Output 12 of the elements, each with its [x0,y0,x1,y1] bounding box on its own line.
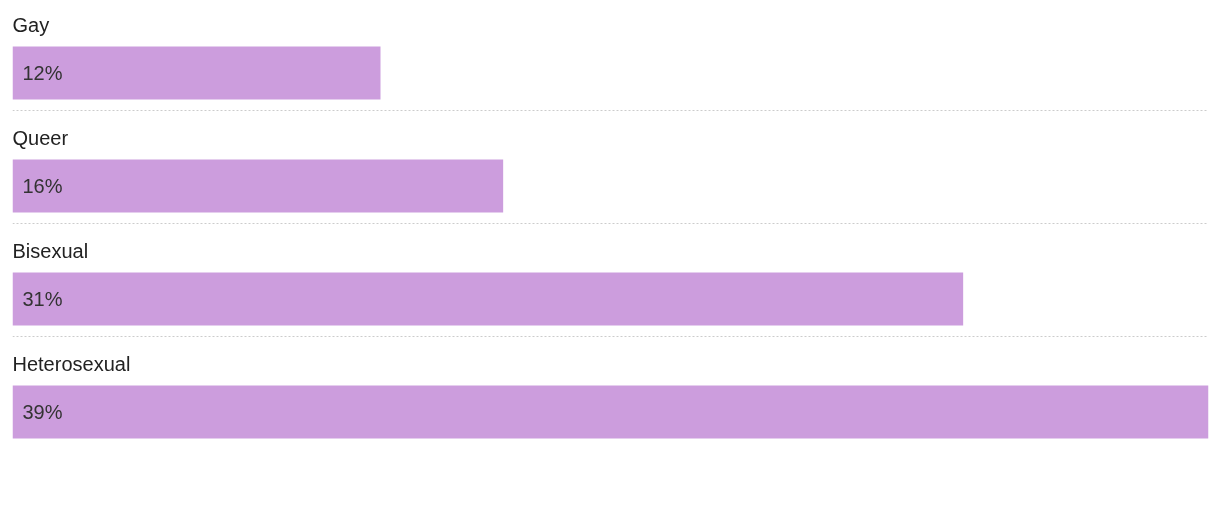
data-label: 16% [22,175,63,197]
data-label: 39% [22,401,63,423]
bar [12,385,1209,439]
bar [12,46,381,100]
y-tick-label: Bisexual [12,239,89,262]
data-label: 12% [22,62,63,84]
y-tick-label: Heterosexual [12,352,131,375]
data-label: 31% [22,288,63,310]
bar [12,159,504,213]
y-tick-label: Queer [12,126,69,149]
bar [12,272,964,326]
y-tick-label: Gay [12,13,50,36]
